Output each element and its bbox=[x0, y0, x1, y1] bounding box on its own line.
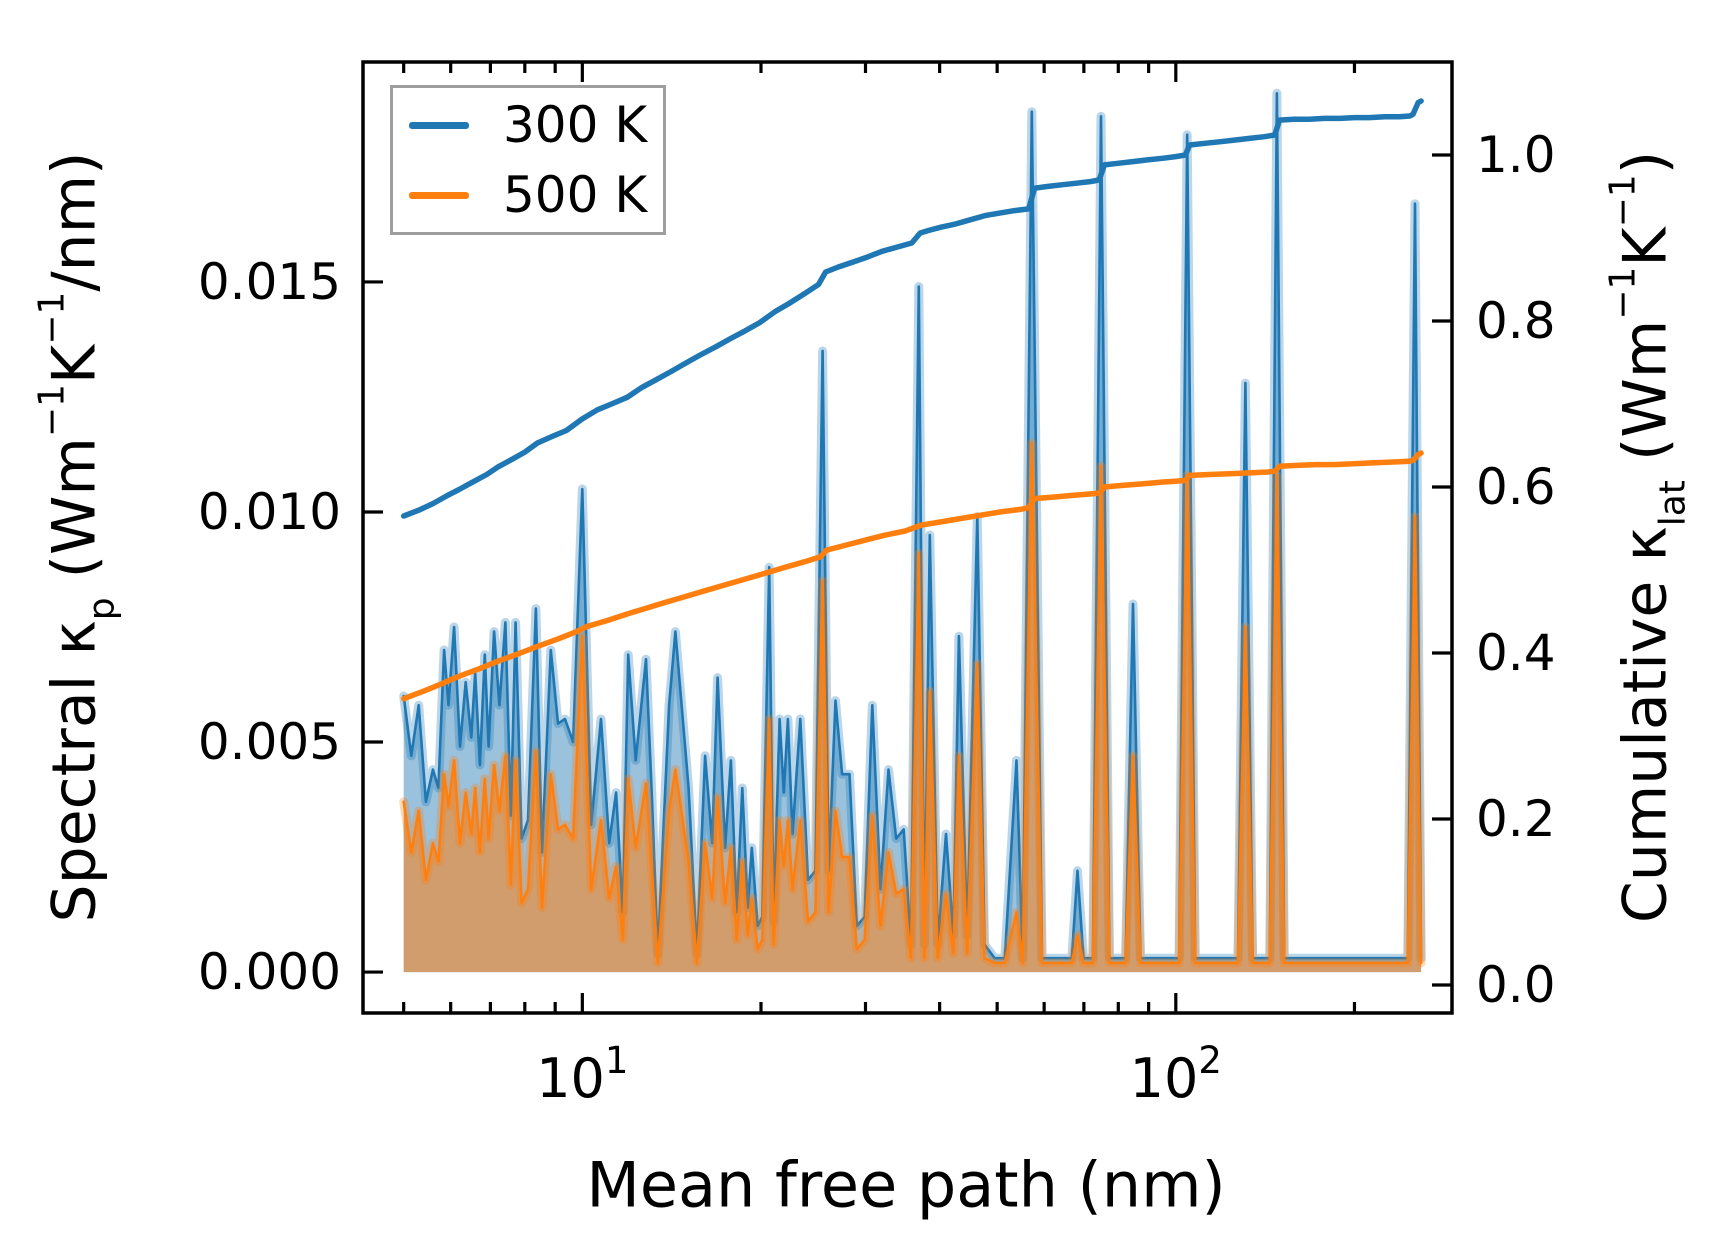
legend-swatch bbox=[409, 121, 469, 129]
y-axis-label-right: Cumulative κlat (Wm−1K−1) bbox=[1602, 150, 1694, 924]
spectral_500K-line bbox=[402, 441, 1423, 965]
x-tick-label: 102 bbox=[1130, 1039, 1222, 1110]
legend-label: 500 K bbox=[503, 166, 648, 224]
y-left-tick-label: 0.005 bbox=[198, 713, 341, 771]
legend-label: 300 K bbox=[503, 96, 648, 154]
plot-frame bbox=[361, 60, 1454, 1015]
x-axis-label: Mean free path (nm) bbox=[586, 1148, 1226, 1222]
y-right-tick-label: 1.0 bbox=[1476, 126, 1556, 184]
spectral_500K-area bbox=[403, 443, 1422, 973]
legend-swatch bbox=[409, 191, 469, 199]
y-left-tick-label: 0.015 bbox=[198, 253, 341, 311]
cumulative_300K-line bbox=[400, 98, 1424, 519]
x-tick-label: 101 bbox=[536, 1039, 628, 1110]
y-axis-label-left: Spectral κp (Wm−1K−1/nm) bbox=[31, 151, 123, 923]
legend-entry-500k: 500 K bbox=[409, 170, 663, 220]
y-right-tick-label: 0.6 bbox=[1476, 458, 1556, 516]
legend-entry-300k: 300 K bbox=[409, 100, 663, 150]
spectral_300K-line bbox=[402, 92, 1423, 960]
y-right-tick-label: 0.2 bbox=[1476, 790, 1556, 848]
y-right-tick-label: 0.0 bbox=[1476, 956, 1556, 1014]
y-right-tick-label: 0.8 bbox=[1476, 292, 1556, 350]
y-left-tick-label: 0.000 bbox=[198, 943, 341, 1001]
cumulative_500K-line bbox=[400, 450, 1424, 702]
y-left-tick-label: 0.010 bbox=[198, 483, 341, 541]
legend: 300 K 500 K bbox=[390, 85, 666, 235]
y-right-tick-label: 0.4 bbox=[1476, 624, 1556, 682]
